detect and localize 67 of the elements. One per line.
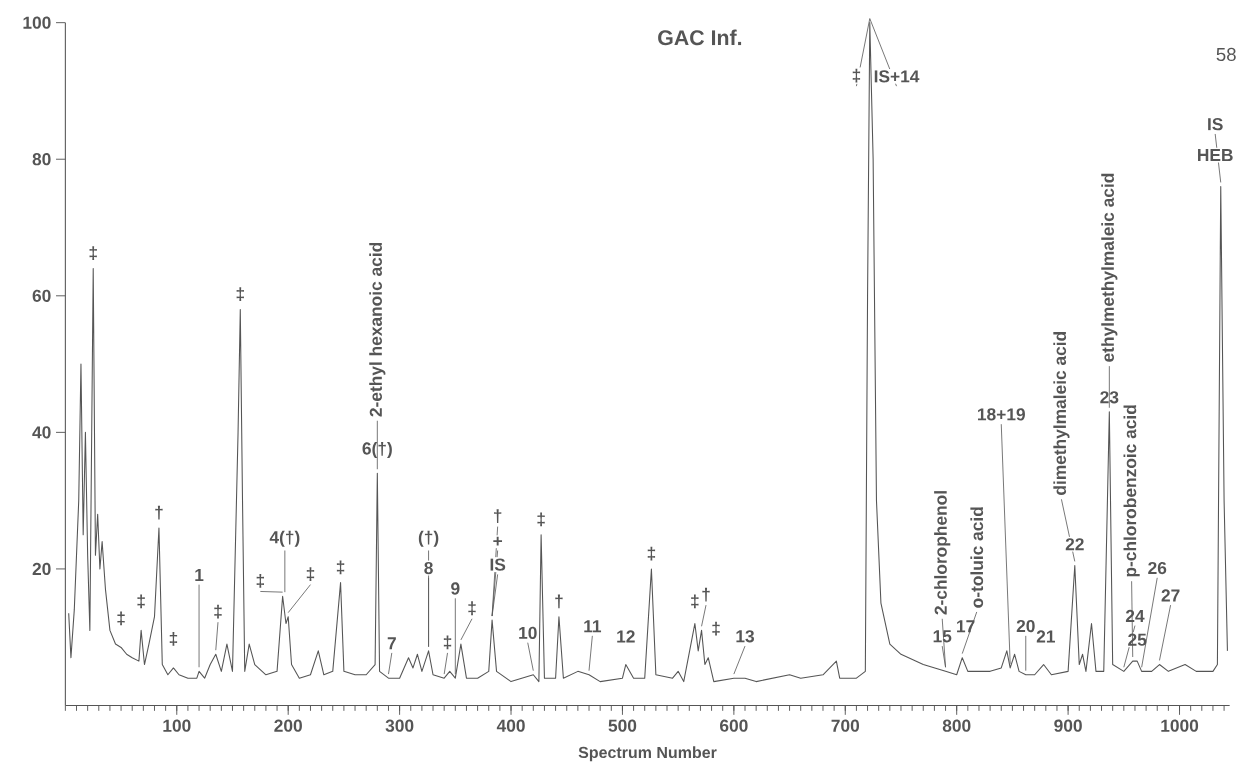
annotation: 58 (1216, 47, 1236, 61)
annotation: 9 (451, 582, 460, 595)
annotation: 2-chlorophenol (934, 491, 951, 615)
y-tick-label: 20 (32, 562, 51, 575)
annotation: 22 (1065, 538, 1084, 551)
x-tick-label: 300 (385, 719, 414, 732)
annotation: † (494, 509, 502, 523)
y-tick-label: 80 (32, 152, 51, 166)
annotation: 11 (584, 620, 602, 633)
annotation: ‡ (137, 594, 145, 609)
annotation: ‡ (117, 611, 125, 626)
annotation: ‡ (89, 246, 97, 260)
x-tick-label: 700 (831, 719, 860, 732)
x-tick-label: 200 (274, 719, 302, 732)
annotation: ‡ (236, 287, 244, 301)
annotation: p-chlorobenzoic acid (1123, 405, 1140, 577)
annotation: 12 (617, 630, 635, 643)
x-tick-label: 100 (163, 719, 191, 732)
annotation: 1 (195, 568, 204, 581)
x-tick-label: 400 (496, 719, 525, 732)
annotation: ‡ (647, 546, 656, 561)
x-tick-label: 500 (608, 719, 637, 732)
y-tick-label: 60 (32, 289, 51, 302)
annotation: 20 (1016, 619, 1035, 633)
annotation: 24 (1125, 609, 1145, 622)
annotation: 8 (424, 561, 433, 575)
annotation: + (493, 536, 503, 546)
annotation: 18+19 (978, 408, 1025, 421)
annotation: 13 (736, 630, 755, 643)
annotation: 27 (1161, 589, 1180, 602)
annotation: ethylmethylmaleic acid (1101, 173, 1118, 362)
annotation: ‡ (169, 632, 178, 646)
annotation: † (702, 587, 710, 602)
y-tick-label: 100 (23, 16, 51, 29)
annotation: IS (1208, 117, 1223, 131)
annotation: ‡ (336, 560, 345, 575)
annotation: ‡ (468, 601, 476, 616)
annotation: ‡ (306, 567, 315, 581)
annotation: † (155, 505, 163, 520)
annotation: ‡ (852, 68, 861, 83)
x-tick-label: 900 (1054, 719, 1082, 732)
x-axis-title: Spectrum Number (578, 746, 717, 762)
annotation: 21 (1036, 630, 1055, 643)
annotation: ‡ (256, 573, 265, 588)
annotation: HEB (1198, 149, 1233, 161)
annotation: 2-ethyl hexanoic acid (369, 242, 386, 417)
annotation: 4(†) (269, 530, 300, 547)
x-tick-label: 1000 (1161, 719, 1199, 732)
annotation: 10 (519, 626, 537, 639)
annotation: 7 (387, 637, 396, 650)
annotation: 26 (1148, 561, 1167, 575)
annotation: (†) (418, 530, 439, 547)
annotation: dimethylmaleic acid (1053, 331, 1070, 495)
annotation: † (555, 594, 563, 609)
x-tick-label: 800 (942, 719, 971, 732)
annotation: ‡ (691, 594, 699, 609)
annotation: ‡ (712, 621, 720, 636)
annotation: 17 (957, 620, 975, 633)
annotation: o-toluic acid (970, 507, 984, 608)
y-tick-label: 40 (32, 426, 51, 439)
annotation: IS (490, 558, 506, 571)
annotation: ‡ (443, 635, 452, 650)
annotation: ‡ (537, 512, 545, 527)
annotation: IS+14 (874, 70, 920, 83)
chart-title: GAC Inf. (658, 29, 742, 46)
annotation: ‡ (214, 604, 222, 619)
x-tick-label: 600 (720, 719, 748, 732)
